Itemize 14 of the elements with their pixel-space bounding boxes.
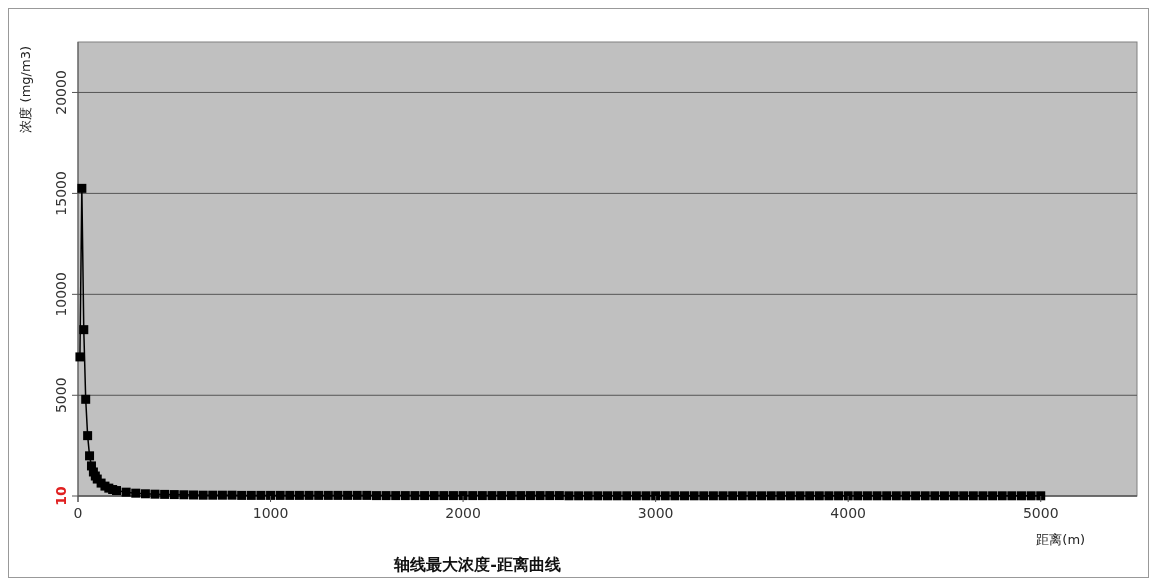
x-tick-label: 1000 — [252, 505, 289, 521]
y-tick-label: 15000 — [53, 171, 69, 216]
x-tick-label: 2000 — [445, 505, 481, 521]
y-tick-label: 20000 — [53, 70, 69, 115]
y-axis-title: 浓度 (mg/m3) — [18, 46, 33, 133]
x-axis-title: 距离(m) — [1036, 532, 1086, 547]
x-tick-label: 5000 — [1022, 505, 1059, 521]
y-tick-label: 10 — [53, 486, 69, 506]
text: 轴线最大浓度-距离曲线 — [393, 555, 561, 574]
x-tick-label: 3000 — [637, 505, 674, 521]
x-tick-label: 0 — [73, 505, 83, 521]
y-tick-label: 10000 — [53, 272, 69, 317]
x-tick-label: 4000 — [830, 505, 866, 521]
y-tick-label: 5000 — [53, 377, 69, 414]
